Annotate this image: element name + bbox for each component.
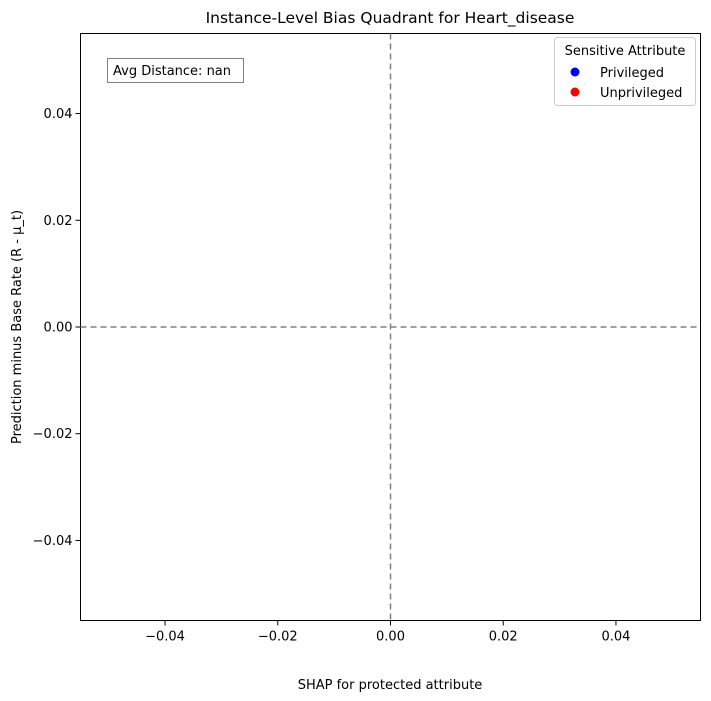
avg-distance-annotation: Avg Distance: nan: [107, 58, 244, 83]
legend: Sensitive Attribute Privileged Unprivile…: [554, 37, 696, 106]
x-tick-label: −0.04: [145, 630, 185, 645]
annotation-box: [107, 58, 244, 83]
legend-marker-unprivileged: [570, 87, 580, 97]
chart-title: Instance-Level Bias Quadrant for Heart_d…: [206, 9, 575, 28]
y-tick-label: 0.04: [44, 107, 73, 122]
x-tick-label: 0.00: [376, 630, 405, 645]
y-axis-ticks: −0.04 −0.02 0.00 0.02 0.04: [33, 107, 81, 549]
legend-title: Sensitive Attribute: [565, 44, 686, 59]
x-tick-label: −0.02: [258, 630, 298, 645]
legend-label-unprivileged: Unprivileged: [600, 86, 682, 101]
x-axis-ticks: −0.04 −0.02 0.00 0.02 0.04: [145, 620, 630, 645]
y-tick-label: −0.04: [33, 534, 73, 549]
x-axis-label: SHAP for protected attribute: [298, 678, 483, 693]
y-tick-label: 0.02: [44, 214, 73, 229]
y-tick-label: −0.02: [33, 427, 73, 442]
legend-label-privileged: Privileged: [600, 66, 664, 81]
y-tick-label: 0.00: [44, 321, 73, 336]
x-tick-label: 0.04: [601, 630, 630, 645]
y-axis-label: Prediction minus Base Rate (R - μ_t): [10, 210, 25, 444]
x-tick-label: 0.02: [489, 630, 518, 645]
legend-marker-privileged: [570, 67, 580, 77]
legend-box: [554, 37, 696, 106]
annotation-text: Avg Distance: nan: [113, 64, 231, 79]
